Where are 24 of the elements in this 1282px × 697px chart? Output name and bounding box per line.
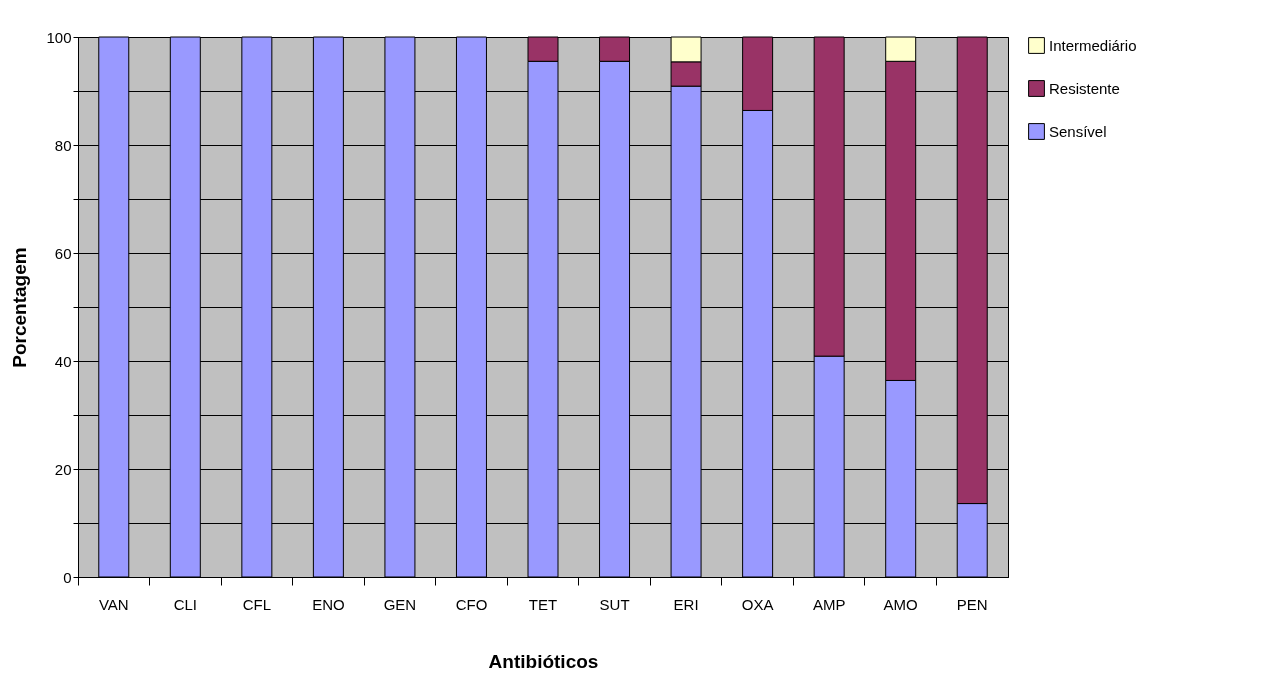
x-tick-label: VAN	[98, 595, 129, 613]
y-tick-label: 100	[46, 28, 72, 46]
x-tick-label: PEN	[956, 595, 988, 613]
y-axis-title: Porcentagem	[9, 247, 31, 368]
x-tick-label: AMO	[883, 595, 918, 613]
x-tick-label: OXA	[741, 595, 774, 613]
y-tick-label: 60	[54, 244, 72, 262]
x-tick-label: ERI	[673, 595, 699, 613]
x-tick-label: TET	[528, 595, 558, 613]
legend-label: Intermediário	[1049, 36, 1137, 54]
x-axis-title: Antibióticos	[488, 650, 599, 672]
y-tick-label: 0	[63, 568, 72, 586]
legend-label: Resistente	[1049, 79, 1120, 97]
x-tick-label: CLI	[173, 595, 197, 613]
x-tick-label: ENO	[312, 595, 345, 613]
y-tick-label: 40	[54, 352, 72, 370]
y-tick-label: 20	[54, 460, 72, 478]
legend-label: Sensível	[1049, 122, 1107, 140]
x-tick-label: CFO	[455, 595, 488, 613]
x-tick-label: SUT	[599, 595, 630, 613]
x-tick-label: CFL	[242, 595, 272, 613]
x-tick-label: AMP	[812, 595, 846, 613]
y-tick-label: 80	[54, 136, 72, 154]
x-tick-label: GEN	[383, 595, 417, 613]
